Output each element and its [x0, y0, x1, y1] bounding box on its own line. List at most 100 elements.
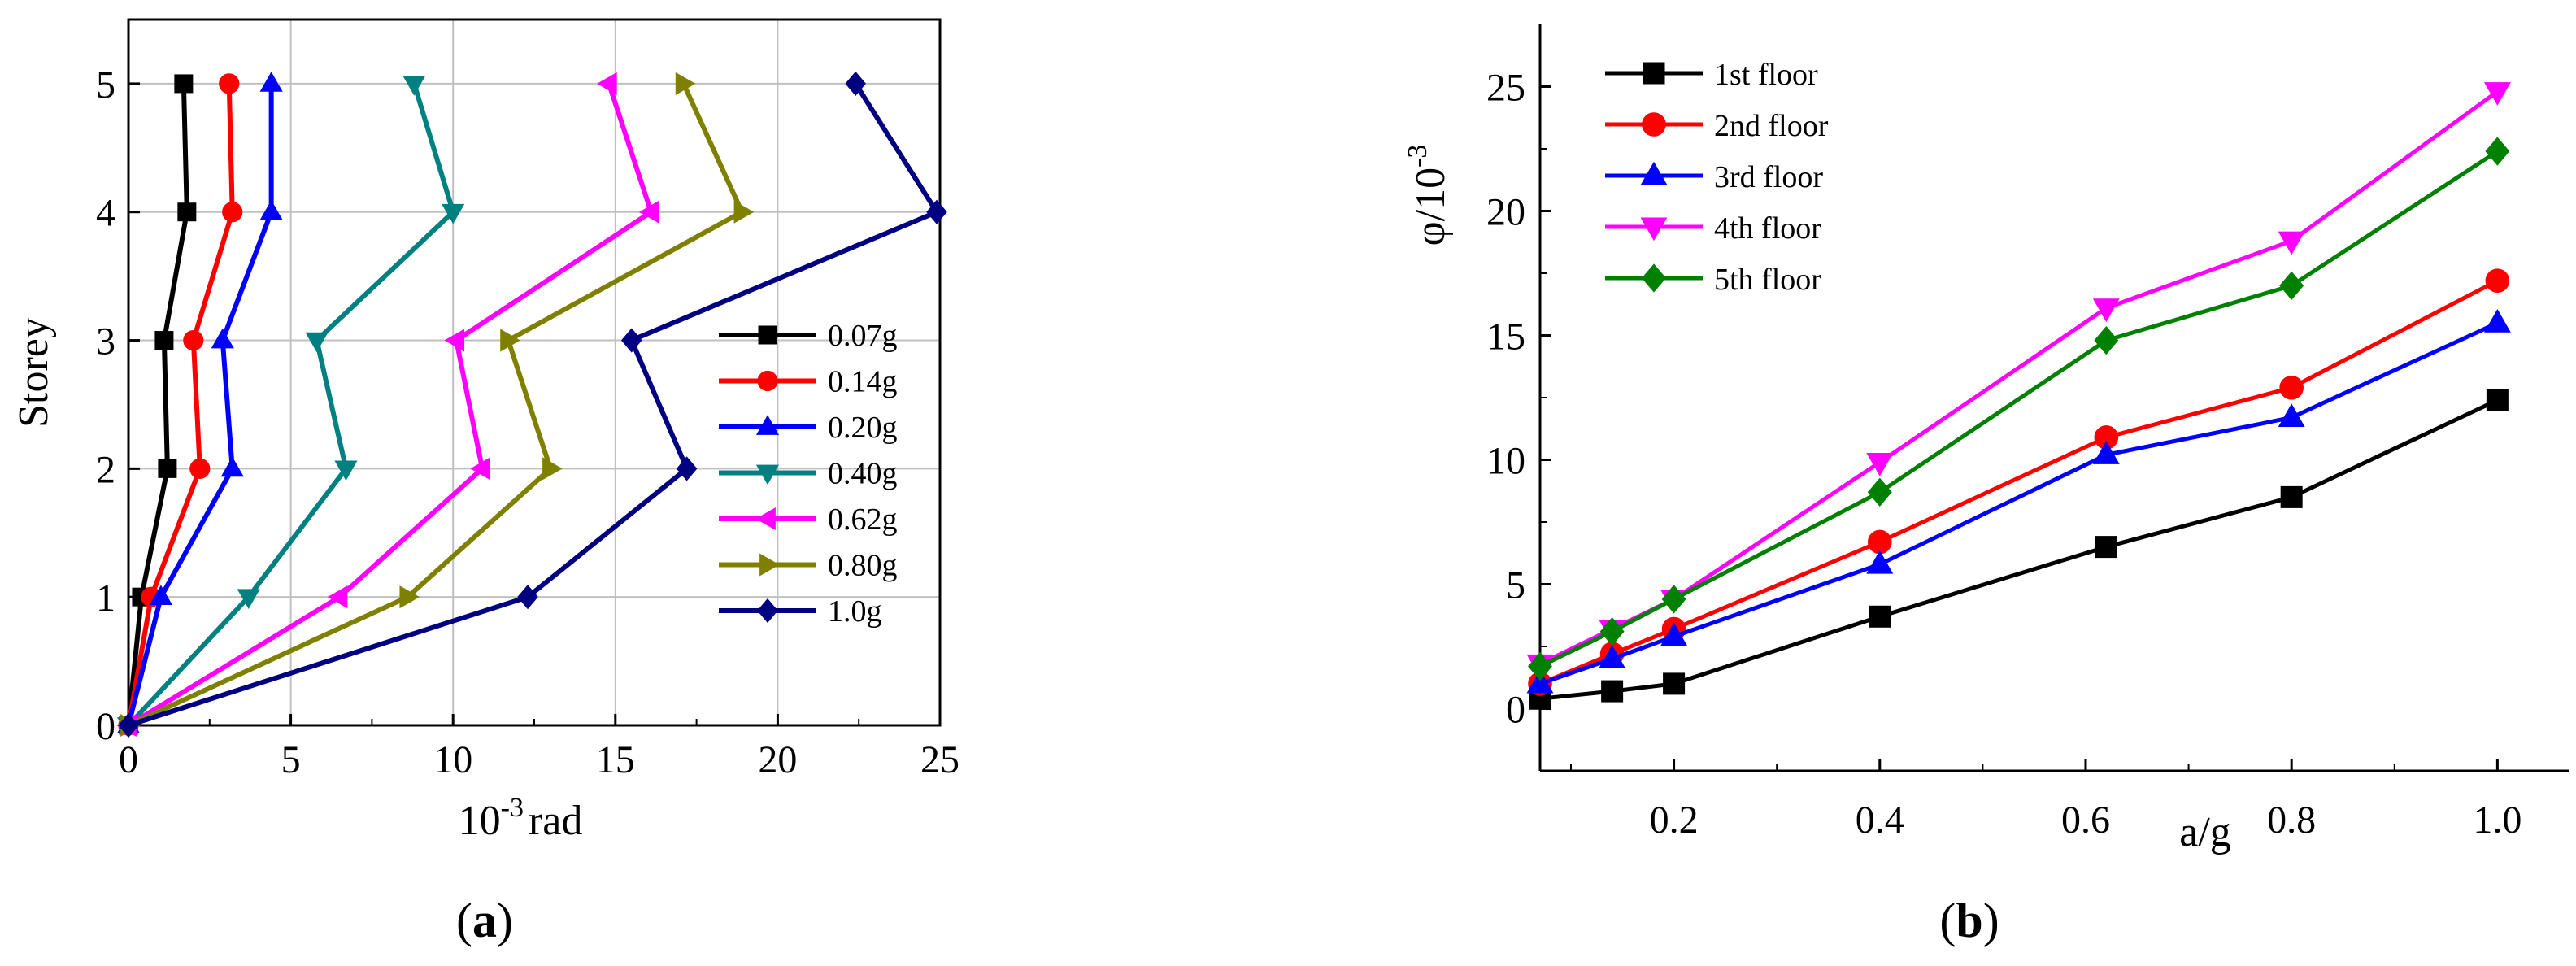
panel-b-data-point	[2092, 441, 2120, 464]
panel-a-data-point	[334, 460, 358, 481]
panel-a-series-0.80g	[120, 72, 755, 738]
panel-a-x-tick-label: 25	[920, 738, 959, 781]
panel-b-data-point	[2483, 82, 2511, 106]
panel-b-data-point	[1599, 616, 1625, 646]
panel-a-series-1.0g	[118, 71, 947, 738]
panel-a-y-tick-label: 3	[96, 320, 115, 363]
panel-a-data-point	[926, 199, 947, 224]
panel-a-y-tick-label: 0	[96, 705, 115, 748]
panel-a-data-point	[154, 331, 174, 350]
panel-a-data-point	[183, 329, 204, 351]
panel-b-series	[1526, 82, 2511, 710]
panel-a-caption: (a)	[456, 894, 513, 947]
panel-a-y-tick-label: 1	[96, 577, 115, 620]
panel-a-data-point	[222, 202, 243, 223]
panel-b-data-point	[2278, 403, 2305, 428]
panel-a-grid	[128, 20, 940, 725]
panel-a-x-label-base: 10	[459, 798, 501, 844]
panel-a-data-point	[259, 199, 283, 220]
panel-a-data-point	[219, 73, 240, 94]
panel-a-legend-label: 0.62g	[828, 503, 898, 537]
panel-a-legend-label: 0.40g	[828, 457, 898, 491]
panel-a-data-point	[158, 459, 177, 478]
panel-a-data-point	[177, 202, 197, 222]
panel-a-data-point	[542, 457, 563, 481]
panel-b-data-point	[2485, 268, 2510, 293]
panel-a-caption-letter: a	[472, 894, 497, 947]
panel-b-legend-marker	[1640, 161, 1668, 185]
panel-a-series-line	[127, 82, 745, 728]
panel-b-series-line	[1539, 398, 2499, 701]
panel-a-y-tick-label: 4	[96, 192, 115, 235]
panel-a-legend-item: 0.80g	[719, 549, 898, 583]
panel-b-legend-item: 5th floor	[1605, 263, 1821, 297]
panel-a-legend-item: 0.40g	[719, 457, 898, 491]
panel-b-data-point	[2279, 375, 2304, 400]
panel-a-legend-item: 1.0g	[719, 594, 882, 629]
panel-b-y-tick-label: 5	[1506, 564, 1525, 607]
panel-b-legend: 1st floor 2nd floor 3rd floor 4th floor 5th …	[1605, 58, 1829, 297]
panel-b-data-point	[2486, 389, 2509, 411]
panel-a-storey-drift-chart: 0 5 10 15 20 25 0 1 2 3 4 5 0.07g 0.14g 0.20g 0.40g 0.6…	[11, 18, 959, 947]
panel-a-legend-item: 0.62g	[719, 503, 898, 537]
panel-a-data-point	[638, 200, 659, 224]
panel-b-data-point	[2278, 231, 2305, 255]
panel-b-legend-marker	[1642, 263, 1666, 293]
panel-a-plot-frame	[127, 18, 942, 727]
panel-a-data-point	[174, 74, 194, 94]
panel-b-x-tick-label: 0.8	[2267, 798, 2316, 842]
panel-a-data-point	[500, 329, 520, 352]
panel-b-x-tick-label: 0.2	[1650, 798, 1699, 842]
panel-a-data-point	[444, 329, 465, 352]
panel-b-legend-marker	[1640, 217, 1668, 242]
panel-a-legend-label: 1.0g	[828, 594, 882, 629]
panel-a-legend-label: 0.07g	[828, 319, 898, 353]
panel-a-data-point	[597, 72, 617, 95]
panel-a-series-line	[128, 82, 940, 728]
panel-b-caption: (b)	[1939, 894, 1999, 947]
panel-a-x-tick-label: 10	[433, 738, 472, 781]
panel-b-data-point	[1867, 529, 1892, 555]
panel-a-legend-marker	[757, 598, 778, 624]
panel-a-y-tick-label: 2	[96, 448, 115, 491]
panel-b-y-axis-label: φ/10-3	[1403, 145, 1454, 246]
panel-b-series-5th-floor	[1528, 137, 2510, 681]
panel-b-x-axis-label: a/g	[2179, 809, 2231, 855]
panel-a-legend-item: 0.20g	[719, 411, 898, 445]
panel-b-y-label-exponent: -3	[1403, 145, 1433, 168]
panel-b-legend-item: 3rd floor	[1605, 160, 1823, 194]
panel-a-data-point	[733, 200, 755, 224]
panel-b-legend-label: 2nd floor	[1714, 109, 1829, 143]
panel-a-data-point	[675, 72, 696, 95]
panel-a-data-point	[305, 332, 329, 353]
panel-a-x-tick-label: 15	[596, 738, 635, 781]
panel-b-y-tick-label: 15	[1486, 315, 1525, 359]
panel-a-caption-close: )	[497, 894, 513, 947]
panel-a-x-label-unit: rad	[529, 798, 582, 844]
panel-a-x-tick-label: 5	[281, 738, 301, 781]
panel-b-caption-close: )	[1983, 894, 1999, 947]
panel-b-y-tick-label: 25	[1486, 67, 1525, 110]
panel-a-legend-label: 0.20g	[828, 411, 898, 445]
panel-a-series-line	[126, 83, 235, 726]
panel-b-legend-label: 1st floor	[1714, 58, 1818, 92]
panel-a-data-point	[676, 456, 698, 481]
panel-b-x-tick-label: 1.0	[2473, 798, 2522, 842]
panel-b-y-tick-label: 20	[1486, 191, 1525, 234]
panel-b-data-point	[1866, 550, 1894, 574]
panel-b-data-point	[2485, 137, 2510, 166]
panel-a-legend-marker	[759, 553, 780, 577]
panel-a-legend-item: 0.07g	[719, 319, 898, 353]
panel-b-data-point	[2483, 308, 2511, 333]
panel-b-legend-marker	[1643, 62, 1665, 85]
panel-b-ticks: 0.2 0.4 0.6 0.8 1.0 0 5 10 15 20 25	[1486, 67, 2522, 842]
panel-a-legend-label: 0.80g	[828, 549, 898, 583]
panel-a-ticks: 0 5 10 15 20 25 0 1 2 3 4 5	[96, 63, 959, 781]
panel-b-rotation-chart: 0.2 0.4 0.6 0.8 1.0 0 5 10 15 20 25 1st floor 2nd f…	[1403, 24, 2569, 947]
panel-a-x-label-exponent: -3	[501, 793, 524, 823]
panel-a-data-point	[402, 76, 426, 96]
panel-a-data-point	[399, 585, 420, 609]
panel-a-data-point	[621, 328, 642, 353]
panel-a-data-point	[259, 72, 283, 92]
panel-a-series-line	[127, 82, 654, 728]
